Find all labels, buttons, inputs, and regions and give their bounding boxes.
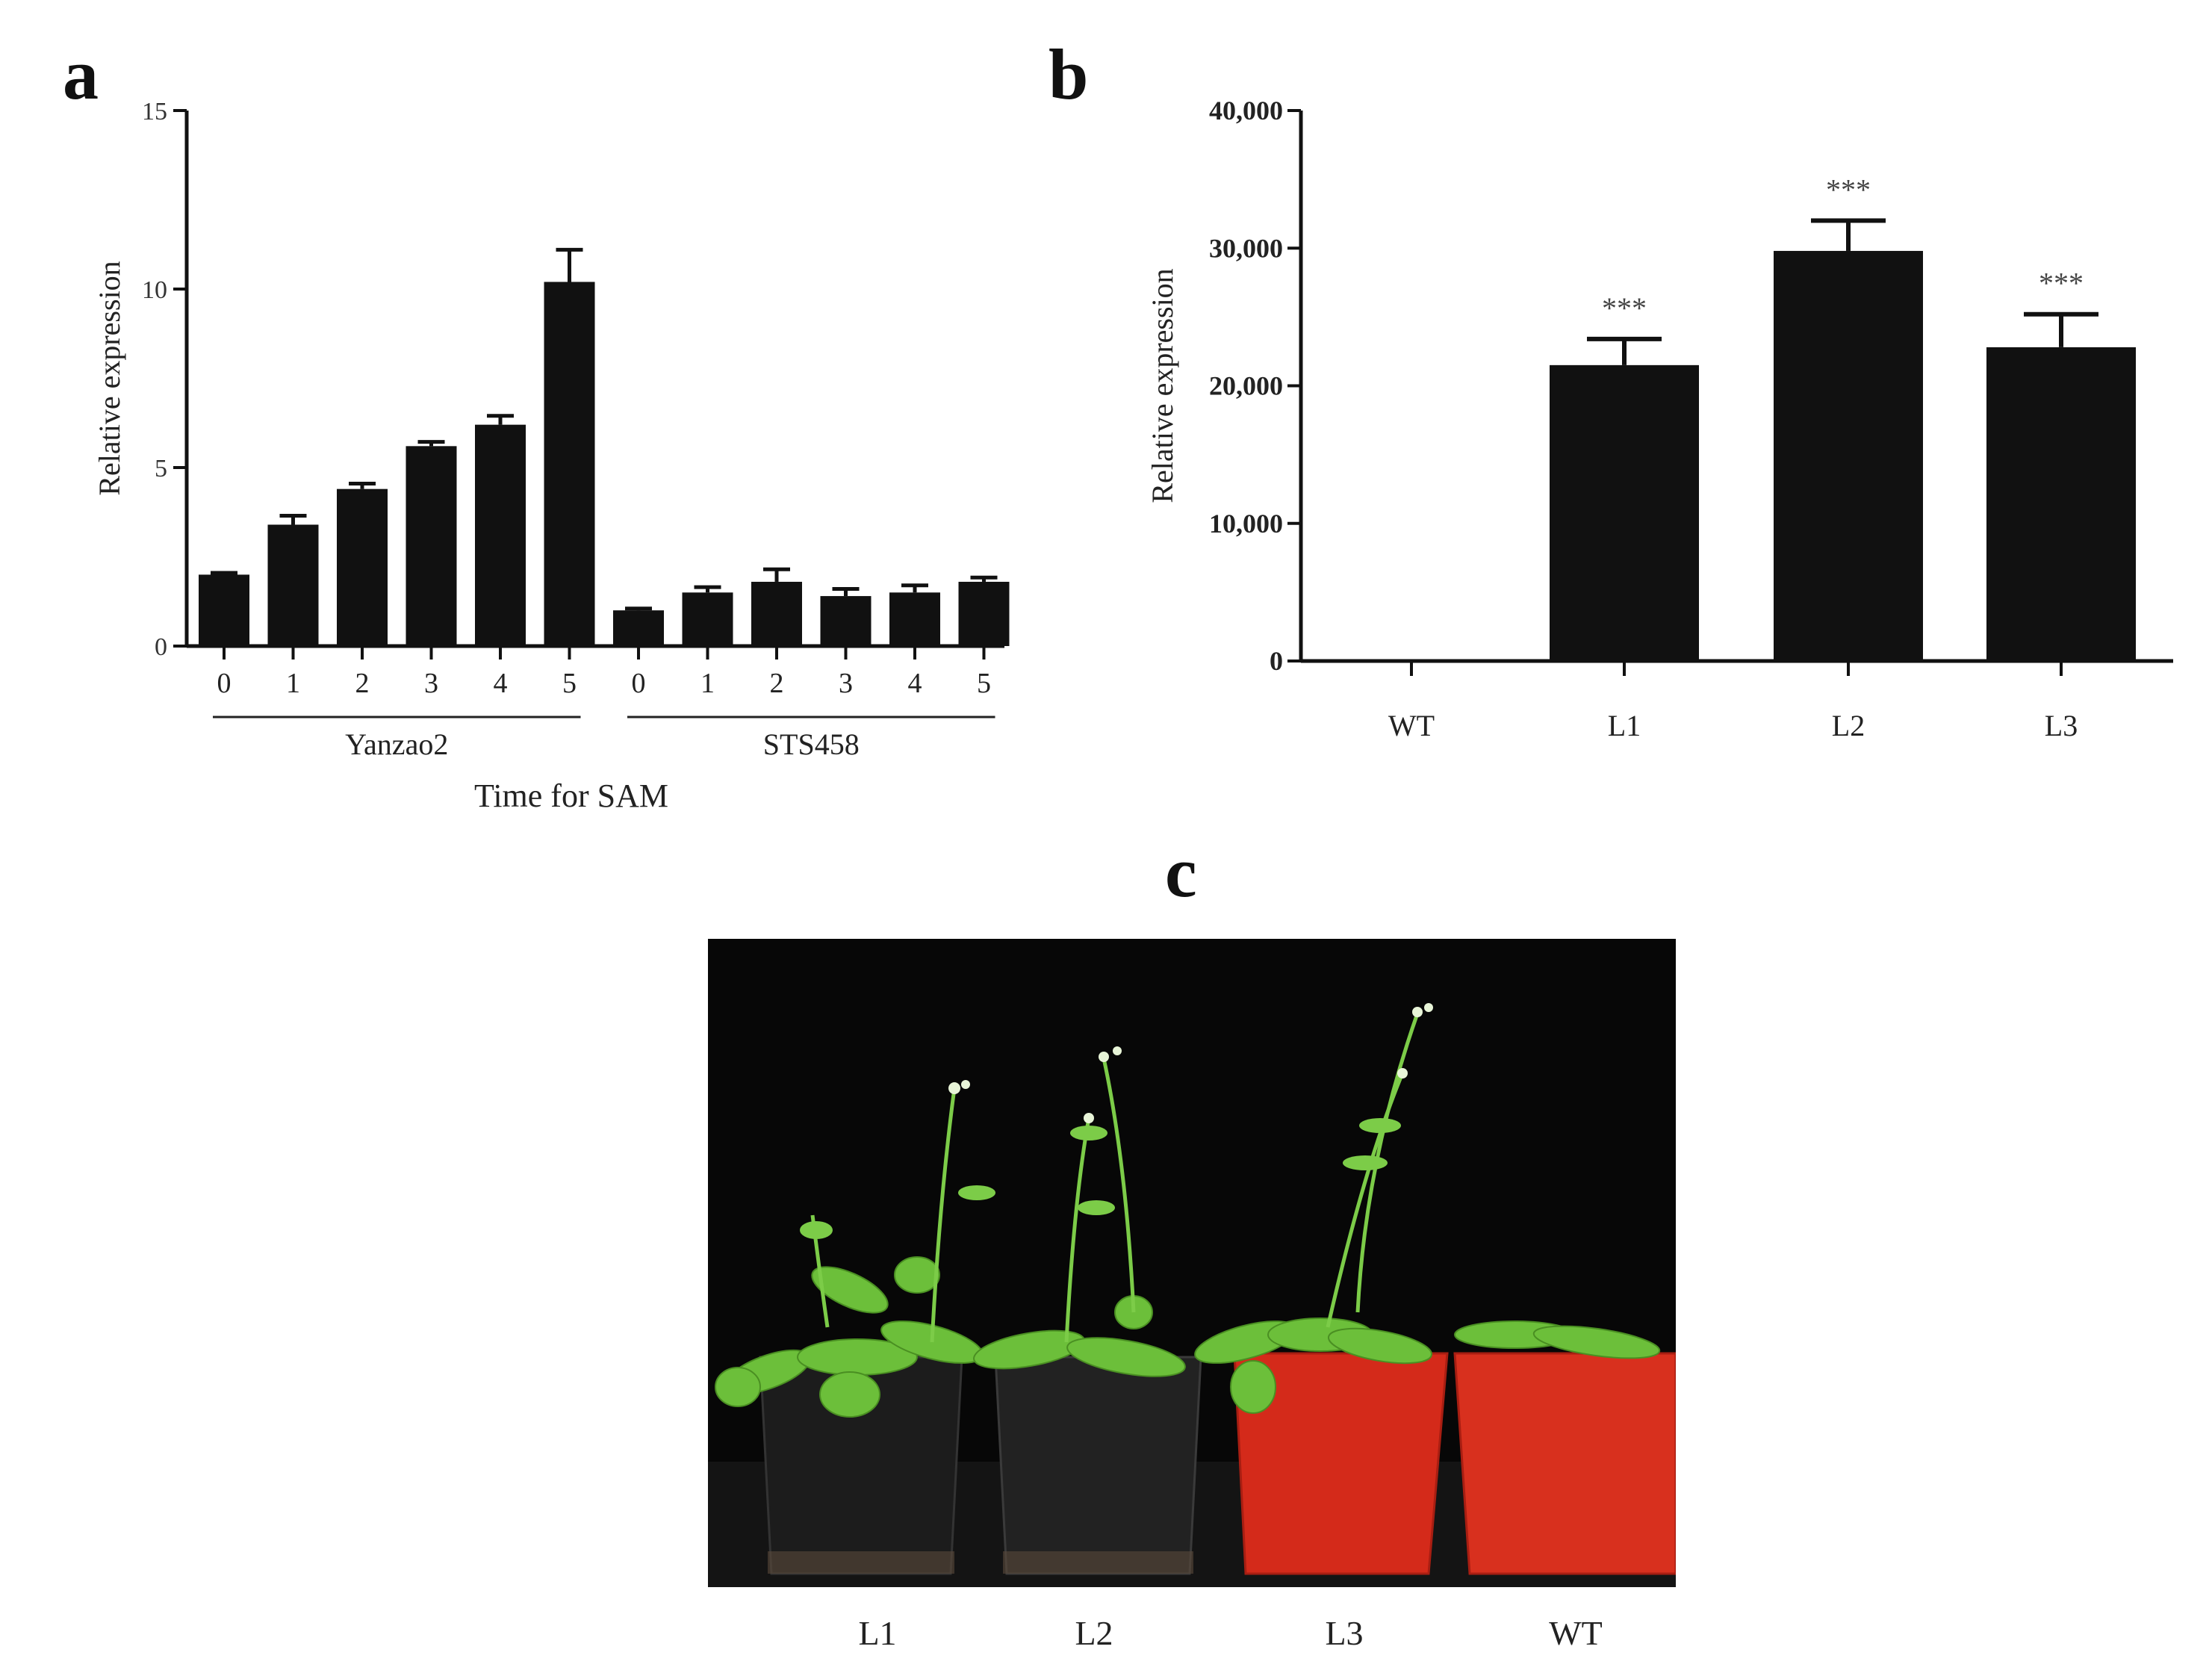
bar	[199, 574, 249, 646]
bar	[1986, 347, 2136, 661]
y-tick-label: 40,000	[1209, 96, 1283, 125]
panel-label-b: b	[1048, 34, 1089, 114]
plant-photo-illustration	[708, 939, 1677, 1587]
x-tick-label: L3	[2045, 709, 2078, 742]
group-label: Yanzao2	[345, 727, 448, 761]
bar	[337, 488, 388, 646]
y-axis-label: Relative expression	[93, 261, 126, 495]
significance-label: ***	[2039, 267, 2084, 300]
plant-photo	[708, 939, 1677, 1587]
group-label: STS458	[763, 727, 860, 761]
y-tick-label: 20,000	[1209, 371, 1283, 401]
x-tick-label: L1	[1608, 709, 1641, 742]
significance-label: ***	[1602, 291, 1647, 325]
x-tick-label: 3	[839, 668, 853, 699]
bar	[1550, 364, 1699, 661]
y-axis-label: Relative expression	[1146, 268, 1179, 503]
x-tick-label: 5	[977, 668, 991, 699]
photo-label-l1: L1	[858, 1614, 897, 1652]
pot-wt	[1453, 1352, 1677, 1575]
bar	[544, 282, 595, 646]
panel-label-a: a	[63, 34, 99, 114]
chart-b: 0 10,000 20,000 30,000 40,000 Relative expres…	[1146, 96, 2173, 742]
bar	[475, 424, 526, 646]
bar	[267, 524, 319, 646]
flower-buds	[948, 1003, 1433, 1123]
x-tick-label: 0	[632, 668, 646, 699]
x-tick-label: 0	[217, 668, 232, 699]
y-tick-label: 5	[155, 455, 167, 482]
x-tick-label: 4	[908, 668, 922, 699]
soil-l1	[768, 1551, 954, 1574]
y-tick-label: 30,000	[1209, 233, 1283, 263]
y-tick-label: 0	[1270, 646, 1283, 676]
stem-leaves	[800, 1118, 1401, 1239]
soil-l2	[1003, 1551, 1193, 1574]
x-tick-label: 2	[770, 668, 784, 699]
pot-l2	[994, 1356, 1202, 1575]
photo-label-wt: WT	[1549, 1614, 1603, 1652]
photo-label-l3: L3	[1325, 1614, 1364, 1652]
x-axis-label: Time for SAM	[474, 778, 668, 814]
bar	[682, 592, 733, 646]
bar	[820, 596, 872, 646]
y-tick-label: 15	[142, 98, 167, 125]
significance-label: ***	[1826, 173, 1871, 206]
bar	[889, 592, 940, 646]
photo-label-l2: L2	[1075, 1614, 1113, 1652]
x-tick-label: L2	[1832, 709, 1865, 742]
y-tick-label: 10,000	[1209, 509, 1283, 539]
bar	[406, 446, 457, 646]
x-tick-label: 5	[562, 668, 577, 699]
x-tick-label: 3	[424, 668, 438, 699]
bar	[958, 581, 1010, 646]
x-tick-label: WT	[1388, 709, 1435, 742]
y-tick-label: 10	[142, 276, 167, 304]
x-tick-label: 4	[494, 668, 508, 699]
panel-label-c: c	[1165, 832, 1197, 912]
bar	[751, 581, 802, 646]
bar	[613, 610, 664, 646]
x-tick-label: 1	[286, 668, 300, 699]
rosettes	[715, 1256, 1661, 1418]
bar	[1774, 250, 1923, 661]
x-tick-label: 2	[355, 668, 370, 699]
y-tick-label: 0	[155, 633, 167, 661]
x-tick-label: 1	[700, 668, 715, 699]
